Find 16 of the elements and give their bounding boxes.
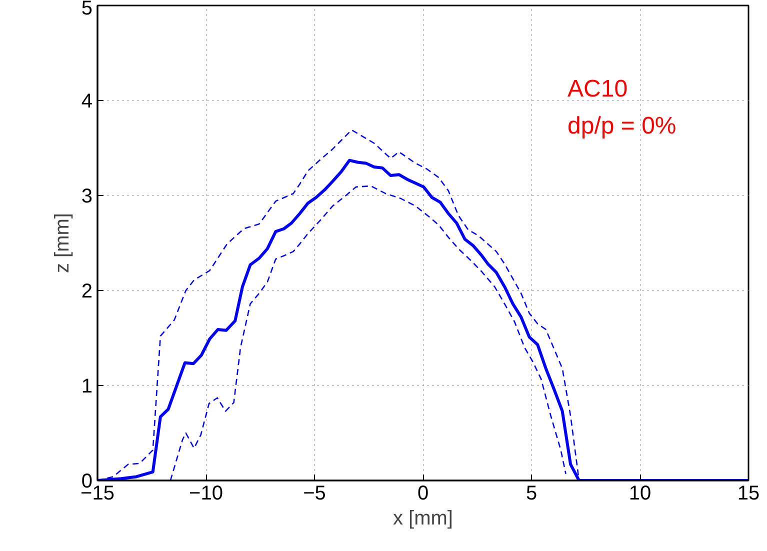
y-tick-label: 5 [81,0,92,20]
x-tick-label: −10 [189,482,223,504]
x-tick-label: 15 [737,482,760,504]
x-tick-label: −5 [303,482,326,504]
y-tick-label: 1 [81,376,92,398]
annotation: dp/p = 0% [568,112,676,140]
y-tick-label: 3 [81,186,92,208]
x-axis-title: x [mm] [393,508,454,530]
y-axis-title: z [mm] [51,212,74,273]
y-tick-label: 4 [81,90,92,112]
y-tick-label: 2 [81,280,92,302]
line-series [170,185,566,480]
annotation: AC10 [568,76,628,102]
x-tick-label: 0 [417,482,429,504]
x-tick-label: 5 [526,482,538,504]
x-tick-label: 10 [628,482,652,504]
